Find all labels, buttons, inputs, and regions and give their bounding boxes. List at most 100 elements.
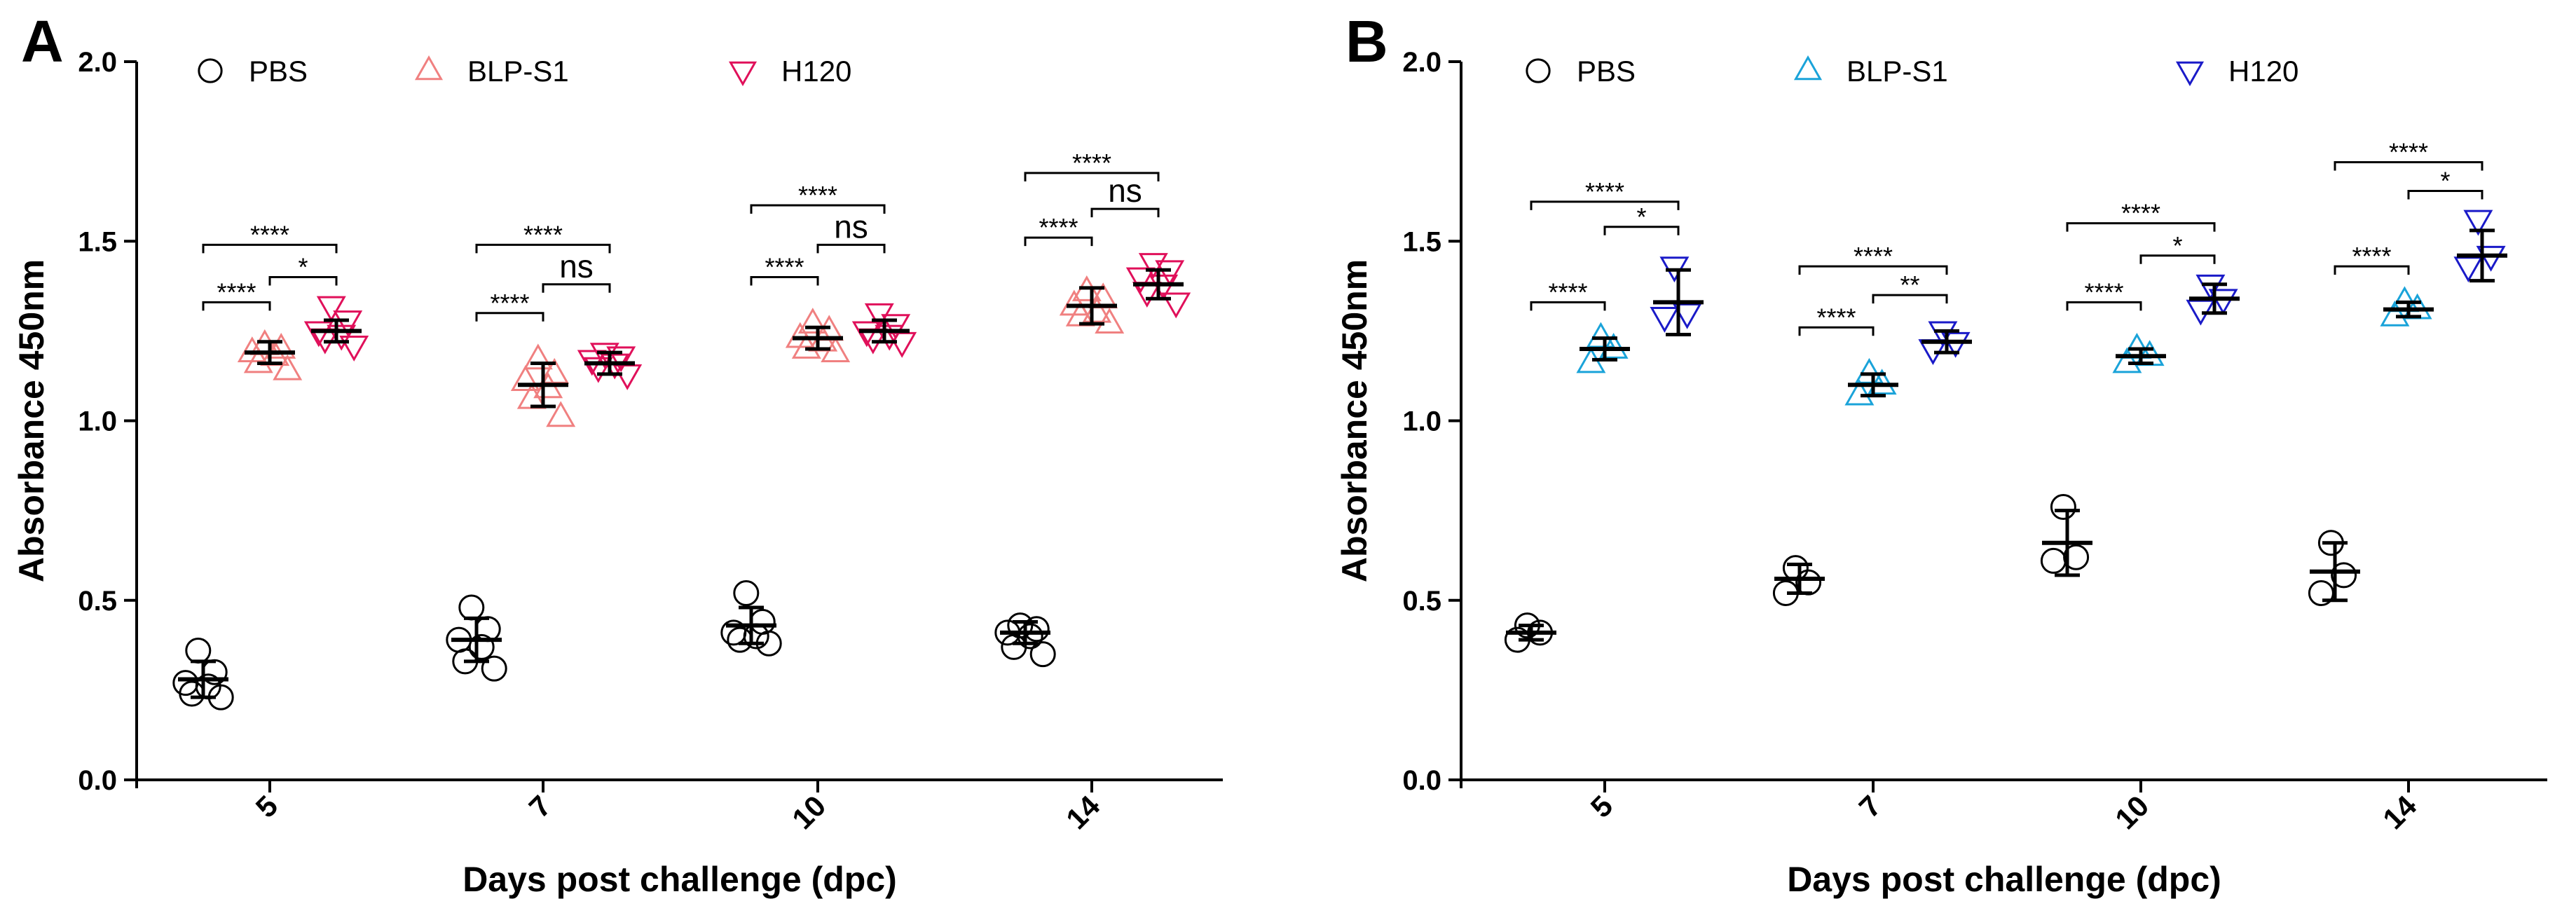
significance-bracket [816,243,886,254]
y-tick-label: 0.0 [78,765,117,796]
data-point [2453,256,2483,283]
x-tick-label: 7 [1853,789,1888,824]
y-axis-title: Absorbance 450nm [1335,259,1374,582]
x-tick-label: 5 [249,789,285,824]
data-point [2308,580,2334,606]
legend-marker-h120 [728,61,758,87]
significance-bracket [1603,226,1680,235]
legend-marker-pbs [1526,58,1551,83]
significance-label: ns [834,208,868,245]
data-point [2050,494,2076,520]
legend-marker-blp-s1 [1793,55,1823,81]
significance-bracket [2139,254,2216,264]
data-point [887,331,917,358]
legend-label: PBS [249,55,308,88]
data-point [733,580,760,606]
legend-marker-pbs [198,58,223,83]
data-point [1001,633,1027,660]
significance-bracket [750,204,886,214]
significance-label: **** [1854,242,1893,270]
data-point [1155,260,1185,287]
y-tick-label: 0.0 [1402,765,1441,796]
data-point [481,655,507,682]
data-point [510,365,540,392]
data-point [185,638,212,664]
data-point [612,364,643,390]
data-point [458,594,485,621]
data-point [1161,292,1191,319]
x-tick-label: 5 [1584,789,1619,824]
x-tick-label: 14 [1060,789,1107,836]
y-tick-label: 1.0 [1402,406,1441,437]
significance-label: * [298,253,308,282]
significance-label: * [2440,167,2450,195]
significance-label: **** [523,220,563,249]
significance-bracket [475,243,611,254]
significance-bracket [1530,200,1680,210]
x-tick-label: 7 [523,789,558,824]
significance-label: **** [1816,303,1856,331]
significance-label: ** [1900,270,1919,299]
y-tick-label: 1.5 [78,226,117,257]
significance-label: **** [2389,138,2428,167]
significance-bracket [2334,161,2483,171]
data-point [583,357,613,383]
significance-label: ns [1108,172,1142,209]
significance-label: **** [2084,277,2123,306]
data-point [2195,274,2226,301]
significance-label: * [1636,202,1646,231]
data-point [2476,245,2506,272]
significance-label: **** [2121,199,2160,228]
data-point [2331,562,2357,589]
data-point [333,310,363,337]
significance-bracket [268,276,338,286]
y-axis-title: Absorbance 450nm [12,259,51,582]
legend-marker-blp-s1 [414,55,444,81]
data-point [1059,289,1089,316]
data-point [1138,253,1168,280]
significance-label: **** [1039,213,1078,242]
panel-letter: B [1345,8,1388,74]
data-point [1650,306,1680,333]
data-point [1029,641,1056,668]
data-point [749,609,776,635]
significance-bracket [542,283,611,293]
data-point [2463,210,2493,236]
significance-label: **** [490,289,529,317]
data-point [606,346,636,373]
data-point [1095,308,1125,334]
significance-bracket [202,301,271,311]
significance-bracket [2407,190,2483,200]
x-tick-label: 10 [786,789,832,835]
significance-bracket [1024,236,1093,247]
significance-label: * [2172,231,2182,260]
significance-bracket [1530,301,1606,311]
significance-label: **** [250,220,289,249]
significance-label: **** [798,181,837,210]
panel-a: A 0.0 0.5 1.0 1.5 2.0 5 7 10 14 Days post challeng… [12,8,1223,899]
y-tick-label: 0.5 [1402,586,1441,617]
y-tick-label: 1.0 [78,406,117,437]
legend-label: BLP-S1 [467,55,569,88]
y-tick-label: 1.5 [1402,226,1441,257]
data-point [339,335,369,362]
data-point [266,332,296,359]
data-point [2112,347,2142,373]
data-point [1844,379,1875,406]
data-point [1867,369,1897,395]
data-point [316,296,346,322]
significance-bracket [1798,265,1948,275]
data-point [273,354,303,380]
significance-bracket [1872,294,1948,304]
significance-bracket [1798,326,1875,336]
y-tick-label: 2.0 [78,47,117,78]
data-point [2208,289,2238,315]
data-point [1782,555,1809,582]
x-tick-label: 10 [2109,789,2155,835]
data-point [727,626,753,653]
significance-bracket [475,312,544,322]
data-point [791,332,821,359]
significance-bracket [1090,207,1160,218]
data-point [1940,331,1971,358]
data-point [1125,267,1156,294]
